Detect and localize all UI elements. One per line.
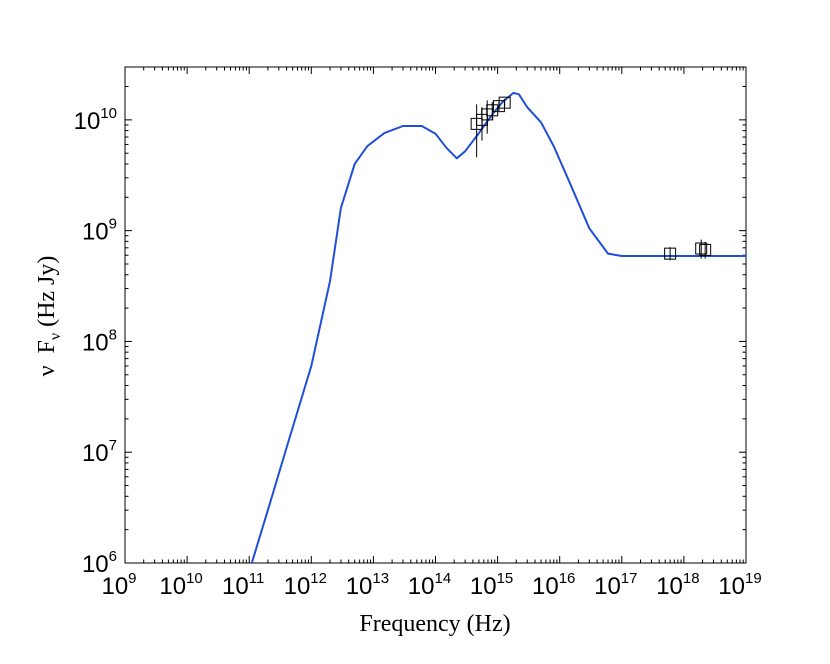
x-axis-title: Frequency (Hz) [359,611,510,637]
data-point [699,241,712,259]
x-tick-label: 1012 [284,570,327,600]
x-tick-label: 1016 [532,570,575,600]
y-tick-base: 10 [82,219,109,246]
x-tick-exponent: 10 [186,570,203,587]
x-tick-exponent: 14 [435,570,452,587]
plot-frame [124,66,747,564]
data-point [664,247,677,261]
x-tick-exponent: 12 [310,570,327,587]
x-tick-base: 10 [408,573,435,600]
y-axis-title-nu: ν [34,365,60,376]
square-marker [486,104,499,117]
y-tick-exponent: 8 [109,326,117,343]
x-tick-base: 10 [346,573,373,600]
y-tick-base: 10 [82,440,109,467]
y-tick-label: 109 [82,216,117,246]
x-tick-label: 1019 [718,570,761,600]
x-tick-label: 1010 [159,570,202,600]
y-axis-title: ν Fν (Hz Jy) [34,256,64,377]
y-axis-title-f: F [34,340,60,353]
x-tick-base: 10 [159,573,186,600]
y-tick-exponent: 7 [109,437,117,454]
x-tick-exponent: 9 [128,570,136,587]
x-tick-base: 10 [284,573,311,600]
x-tick-base: 10 [470,573,497,600]
x-tick-label: 109 [101,570,136,600]
x-tick-exponent: 19 [745,570,762,587]
data-points [470,96,712,261]
x-tick-exponent: 17 [621,570,638,587]
y-tick-exponent: 10 [100,105,117,122]
x-tick-exponent: 15 [497,570,514,587]
model-line-group [250,91,746,564]
model-sed-line [250,91,746,564]
axes-frame [124,66,747,564]
data-point [486,101,499,120]
y-axis-title-sub: ν [47,333,64,340]
y-axis-title-unit: (Hz Jy) [34,256,60,327]
y-tick-label: 1010 [74,105,117,135]
x-tick-base: 10 [656,573,683,600]
y-tick-exponent: 6 [109,548,117,565]
minor-ticks [124,66,747,564]
y-tick-base: 10 [82,329,109,356]
y-tick-label: 108 [82,326,117,356]
data-point [498,96,511,109]
x-tick-base: 10 [718,573,745,600]
x-tick-label: 1017 [594,570,637,600]
x-tick-label: 1018 [656,570,699,600]
x-tick-label: 1011 [222,570,264,600]
x-tick-exponent: 16 [559,570,576,587]
x-tick-exponent: 13 [372,570,389,587]
x-tick-labels: 109 1010 1011 1012 1013 1014 1015 1016 1017 1018 1… [101,570,761,600]
square-marker [664,247,677,260]
x-tick-label: 1013 [346,570,389,600]
square-marker [498,96,511,109]
x-tick-base: 10 [594,573,621,600]
x-tick-base: 10 [101,573,128,600]
x-tick-base: 10 [532,573,559,600]
y-tick-label: 106 [82,548,117,578]
x-tick-base: 10 [222,573,249,600]
x-tick-exponent: 18 [683,570,700,587]
square-marker [695,242,708,255]
x-tick-label: 1014 [408,570,451,600]
y-tick-base: 10 [82,551,109,578]
x-tick-label: 1015 [470,570,513,600]
y-tick-exponent: 9 [109,216,117,233]
x-tick-exponent: 11 [249,570,265,587]
square-marker [699,243,712,256]
y-tick-base: 10 [74,108,101,135]
y-tick-label: 107 [82,437,117,467]
